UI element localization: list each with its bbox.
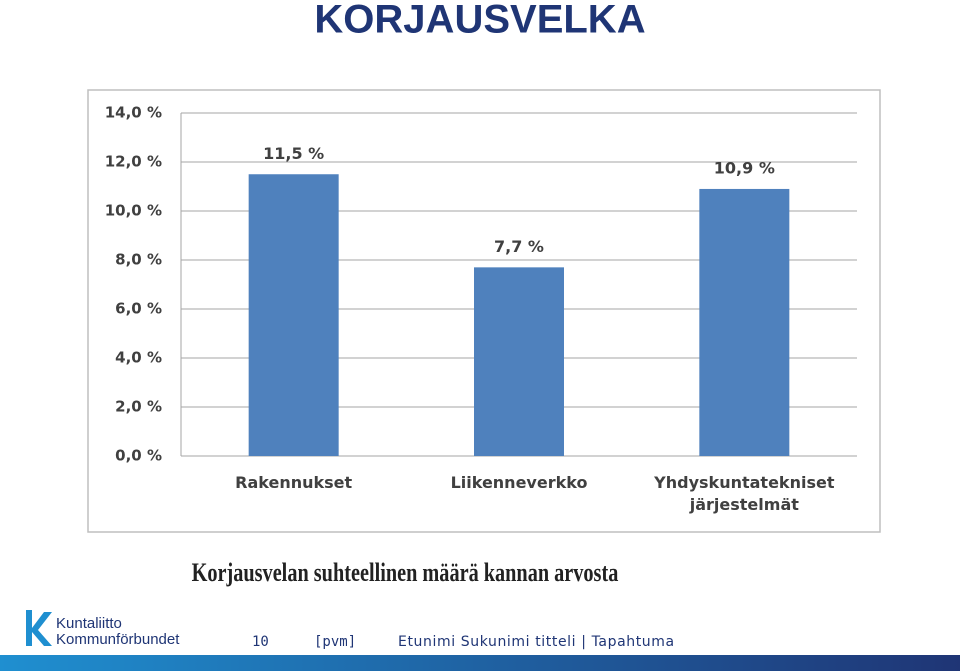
bar	[248, 174, 339, 456]
page-number: 10	[252, 634, 269, 650]
y-tick-label: 4,0 %	[115, 349, 162, 367]
y-tick-label: 2,0 %	[115, 398, 162, 416]
logo-text: Kommunförbundet	[56, 631, 180, 648]
y-tick-label: 6,0 %	[115, 300, 162, 318]
y-tick-label: 12,0 %	[105, 153, 162, 171]
data-label: 11,5 %	[263, 144, 324, 163]
y-tick-label: 10,0 %	[105, 202, 162, 220]
x-tick-label: Rakennukset	[235, 473, 353, 492]
presenter: Etunimi Sukunimi titteli | Tapahtuma	[398, 634, 675, 650]
bar	[474, 267, 564, 456]
date: [pvm]	[314, 634, 356, 650]
y-tick-label: 8,0 %	[115, 251, 162, 269]
y-tick-label: 14,0 %	[105, 104, 162, 122]
logo-mark	[26, 610, 52, 646]
x-tick-label: Yhdyskuntatekniset järjestelmät	[654, 473, 835, 514]
footer-bar	[0, 655, 960, 671]
data-label: 10,9 %	[714, 158, 775, 177]
x-tick-label: Liikenneverkko	[450, 473, 588, 492]
bar	[699, 188, 790, 456]
logo: Kuntaliitto Kommunförbundet	[26, 610, 180, 648]
y-tick-label: 0,0 %	[115, 447, 162, 465]
logo-text: Kuntaliitto	[56, 615, 122, 632]
chart-caption: Korjausvelan suhteellinen määrä kannan a…	[192, 559, 619, 588]
slide-title: KORJAUSVELKA	[314, 0, 645, 42]
data-label: 7,7 %	[494, 237, 544, 256]
